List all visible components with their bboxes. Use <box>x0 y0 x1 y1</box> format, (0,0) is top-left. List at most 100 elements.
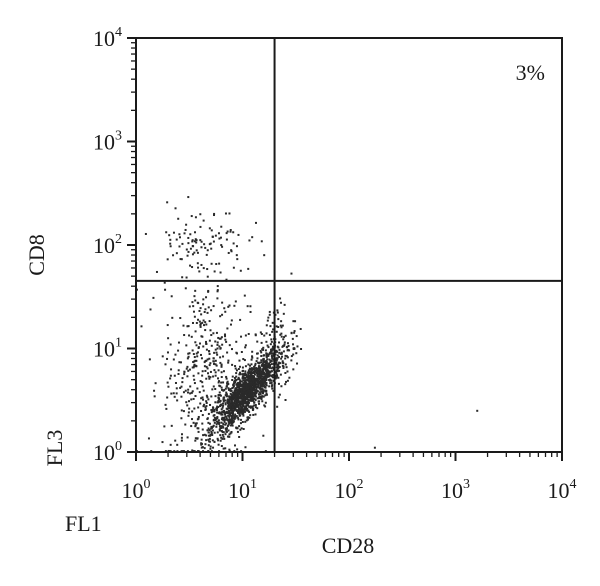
event-dot <box>254 398 257 401</box>
event-dot <box>228 400 231 403</box>
event-dot <box>174 207 177 210</box>
event-dot <box>185 276 188 279</box>
event-dot <box>178 245 181 248</box>
event-dot <box>255 391 258 394</box>
event-dot <box>191 449 194 452</box>
event-dot <box>257 361 260 364</box>
event-dot <box>203 365 206 368</box>
event-dot <box>234 397 237 400</box>
event-dot <box>193 295 196 298</box>
event-dot <box>238 359 241 362</box>
event-dot <box>224 338 227 341</box>
event-dot <box>222 400 225 403</box>
event-dot <box>218 422 221 425</box>
event-dot <box>185 248 188 251</box>
event-dot <box>220 386 223 389</box>
event-dot <box>190 425 193 428</box>
event-dot <box>236 430 239 433</box>
event-dot <box>181 433 184 436</box>
event-dot <box>229 392 232 395</box>
event-dot <box>268 333 271 336</box>
event-dot <box>245 381 248 384</box>
event-dot <box>216 431 219 434</box>
event-dot <box>195 422 198 425</box>
x-tick-label: 104 <box>548 477 577 503</box>
event-dot <box>220 427 223 430</box>
event-dot <box>245 419 248 422</box>
event-dot <box>219 271 222 274</box>
event-dot <box>260 381 263 384</box>
event-dot <box>220 403 223 406</box>
event-dot <box>194 425 197 428</box>
event-dot <box>229 418 232 421</box>
event-dot <box>238 412 241 415</box>
event-dot <box>268 365 271 368</box>
event-dot <box>256 385 259 388</box>
event-dot <box>240 401 243 404</box>
event-dot <box>251 386 254 389</box>
event-dot <box>237 386 240 389</box>
event-dot <box>216 353 219 356</box>
event-dot <box>230 412 233 415</box>
event-dot <box>186 365 189 368</box>
event-dot <box>190 398 193 401</box>
event-dot <box>227 251 230 254</box>
x-tick-base: 10 <box>335 478 357 503</box>
event-dot <box>251 391 254 394</box>
event-dot <box>198 391 201 394</box>
event-dot <box>246 401 249 404</box>
event-dot <box>254 390 257 393</box>
y-channel-label: FL3 <box>42 430 67 467</box>
event-dot <box>260 240 263 243</box>
event-dot <box>216 285 219 288</box>
event-dot <box>277 396 280 399</box>
event-dot <box>229 323 232 326</box>
event-dot <box>224 310 227 313</box>
event-dot <box>251 383 254 386</box>
event-dot <box>224 335 227 338</box>
event-dot <box>206 275 209 278</box>
event-dot <box>229 424 232 427</box>
event-dot <box>213 351 216 354</box>
event-dot <box>199 402 202 405</box>
event-dot <box>224 387 227 390</box>
event-dot <box>253 377 256 380</box>
event-dot <box>196 355 199 358</box>
event-dot <box>241 366 244 369</box>
event-dot <box>220 363 223 366</box>
event-dot <box>200 438 203 441</box>
event-dot <box>220 436 223 439</box>
event-dot <box>270 338 273 341</box>
event-dot <box>240 335 243 338</box>
event-dot <box>205 348 208 351</box>
event-dot <box>208 350 211 353</box>
event-dot <box>256 352 259 355</box>
event-dot <box>170 392 173 395</box>
y-tick-label: 103 <box>93 129 122 155</box>
event-dot <box>282 344 285 347</box>
event-dot <box>205 400 208 403</box>
event-dot <box>214 419 217 422</box>
event-dot <box>243 390 246 393</box>
event-dot <box>212 418 215 421</box>
event-dot <box>194 231 197 234</box>
event-dot <box>228 435 231 438</box>
event-dot <box>221 245 224 248</box>
event-dot <box>214 363 217 366</box>
event-dot <box>208 377 211 380</box>
event-dot <box>190 391 193 394</box>
event-dot <box>180 417 183 420</box>
event-dot <box>187 250 190 253</box>
event-dot <box>286 370 289 373</box>
event-dot <box>223 416 226 419</box>
event-dot <box>295 352 298 355</box>
event-dot <box>215 425 218 428</box>
event-dot <box>241 377 244 380</box>
event-dot <box>239 422 242 425</box>
y-tick-exponent: 4 <box>115 25 122 40</box>
event-dot <box>230 250 233 253</box>
event-dot <box>242 389 245 392</box>
event-dot <box>292 320 295 323</box>
event-dot <box>246 390 249 393</box>
